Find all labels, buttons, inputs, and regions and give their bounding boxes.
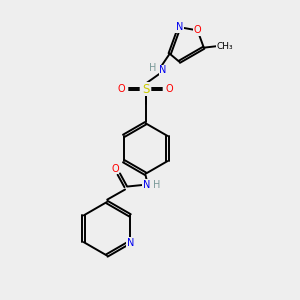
Text: O: O	[111, 164, 119, 174]
Text: N: N	[143, 180, 150, 190]
Text: N: N	[176, 22, 183, 32]
Text: H: H	[153, 180, 160, 190]
Text: CH₃: CH₃	[216, 42, 233, 51]
Text: O: O	[194, 26, 201, 35]
Text: H: H	[148, 63, 156, 74]
Text: N: N	[127, 238, 134, 248]
Text: S: S	[142, 82, 149, 96]
Text: O: O	[166, 84, 173, 94]
Text: O: O	[118, 84, 126, 94]
Text: N: N	[159, 65, 167, 76]
